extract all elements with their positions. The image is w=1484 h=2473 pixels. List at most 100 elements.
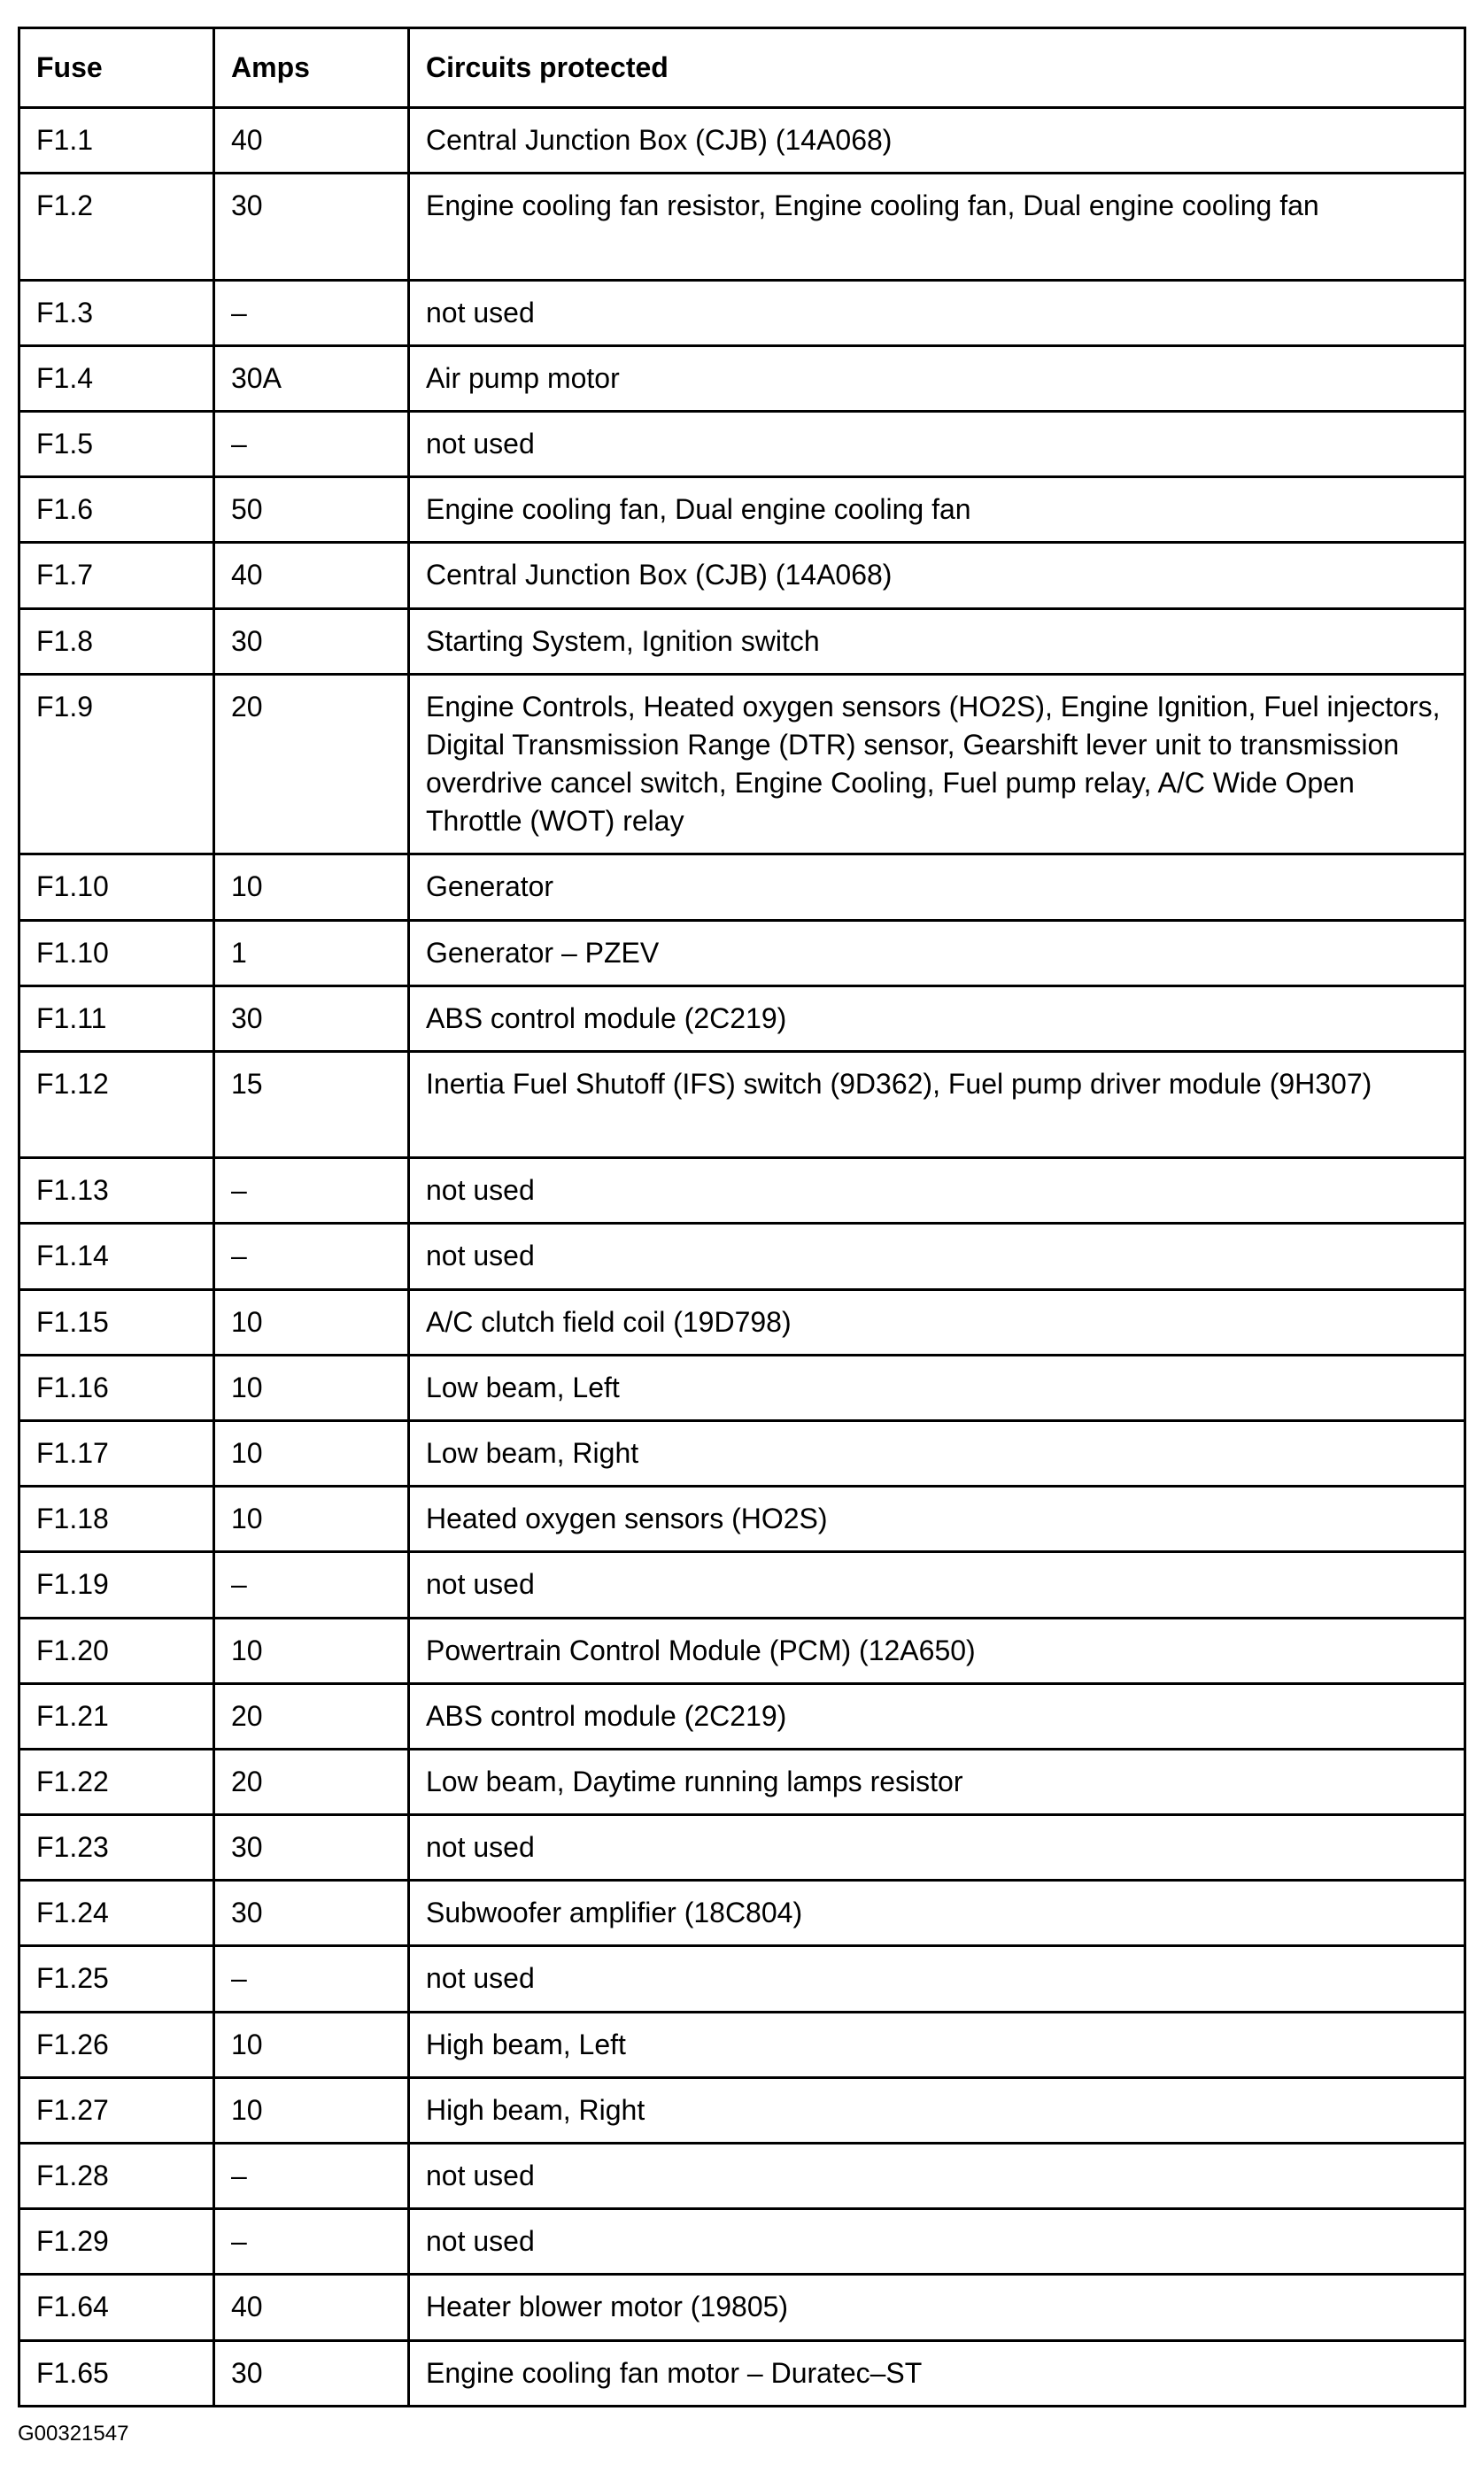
table-row: F1.101Generator – PZEV: [19, 920, 1465, 985]
cell-circuits: Inertia Fuel Shutoff (IFS) switch (9D362…: [409, 1052, 1465, 1158]
cell-amps: –: [214, 280, 409, 345]
table-row: F1.230Engine cooling fan resistor, Engin…: [19, 174, 1465, 280]
cell-amps: 1: [214, 920, 409, 985]
cell-fuse: F1.15: [19, 1289, 214, 1355]
table-row: F1.1810Heated oxygen sensors (HO2S): [19, 1487, 1465, 1552]
cell-amps: –: [214, 411, 409, 476]
table-row: F1.5–not used: [19, 411, 1465, 476]
cell-amps: 20: [214, 674, 409, 854]
cell-fuse: F1.21: [19, 1683, 214, 1749]
cell-fuse: F1.3: [19, 280, 214, 345]
cell-amps: 30: [214, 174, 409, 280]
cell-amps: –: [214, 1158, 409, 1224]
cell-amps: 40: [214, 2275, 409, 2340]
cell-circuits: Heated oxygen sensors (HO2S): [409, 1487, 1465, 1552]
cell-circuits: Engine cooling fan resistor, Engine cool…: [409, 174, 1465, 280]
table-row: F1.2120ABS control module (2C219): [19, 1683, 1465, 1749]
table-row: F1.13–not used: [19, 1158, 1465, 1224]
cell-circuits: not used: [409, 280, 1465, 345]
cell-fuse: F1.5: [19, 411, 214, 476]
cell-amps: –: [214, 2209, 409, 2275]
header-circuits: Circuits protected: [409, 28, 1465, 108]
cell-circuits: not used: [409, 1224, 1465, 1289]
cell-amps: 10: [214, 2077, 409, 2143]
fuse-table: Fuse Amps Circuits protected F1.140Centr…: [18, 27, 1466, 2407]
cell-circuits: Starting System, Ignition switch: [409, 608, 1465, 674]
cell-fuse: F1.26: [19, 2012, 214, 2077]
cell-circuits: not used: [409, 1552, 1465, 1618]
header-fuse: Fuse: [19, 28, 214, 108]
cell-fuse: F1.17: [19, 1420, 214, 1486]
cell-amps: –: [214, 1224, 409, 1289]
cell-amps: 50: [214, 477, 409, 543]
cell-amps: 15: [214, 1052, 409, 1158]
cell-circuits: not used: [409, 411, 1465, 476]
cell-fuse: F1.12: [19, 1052, 214, 1158]
cell-amps: –: [214, 1946, 409, 2012]
cell-fuse: F1.13: [19, 1158, 214, 1224]
cell-circuits: Engine cooling fan, Dual engine cooling …: [409, 477, 1465, 543]
table-row: F1.6530Engine cooling fan motor – Durate…: [19, 2340, 1465, 2406]
table-row: F1.740Central Junction Box (CJB) (14A068…: [19, 543, 1465, 608]
cell-amps: 30: [214, 2340, 409, 2406]
cell-fuse: F1.9: [19, 674, 214, 854]
cell-circuits: Low beam, Left: [409, 1355, 1465, 1420]
cell-fuse: F1.4: [19, 345, 214, 411]
cell-fuse: F1.16: [19, 1355, 214, 1420]
cell-fuse: F1.1: [19, 108, 214, 174]
cell-amps: 40: [214, 108, 409, 174]
table-row: F1.14–not used: [19, 1224, 1465, 1289]
table-row: F1.920Engine Controls, Heated oxygen sen…: [19, 674, 1465, 854]
cell-fuse: F1.20: [19, 1618, 214, 1683]
cell-circuits: not used: [409, 2209, 1465, 2275]
cell-amps: 30A: [214, 345, 409, 411]
cell-circuits: A/C clutch field coil (19D798): [409, 1289, 1465, 1355]
cell-fuse: F1.19: [19, 1552, 214, 1618]
cell-amps: 10: [214, 1618, 409, 1683]
table-row: F1.2010Powertrain Control Module (PCM) (…: [19, 1618, 1465, 1683]
cell-fuse: F1.24: [19, 1881, 214, 1946]
cell-fuse: F1.18: [19, 1487, 214, 1552]
cell-circuits: Engine Controls, Heated oxygen sensors (…: [409, 674, 1465, 854]
cell-circuits: Engine cooling fan motor – Duratec–ST: [409, 2340, 1465, 2406]
table-row: F1.650Engine cooling fan, Dual engine co…: [19, 477, 1465, 543]
cell-circuits: ABS control module (2C219): [409, 1683, 1465, 1749]
table-row: F1.1010Generator: [19, 854, 1465, 920]
cell-fuse: F1.23: [19, 1815, 214, 1881]
table-row: F1.140Central Junction Box (CJB) (14A068…: [19, 108, 1465, 174]
table-row: F1.1130ABS control module (2C219): [19, 985, 1465, 1051]
table-row: F1.3–not used: [19, 280, 1465, 345]
cell-amps: 20: [214, 1749, 409, 1814]
cell-fuse: F1.8: [19, 608, 214, 674]
cell-fuse: F1.7: [19, 543, 214, 608]
cell-fuse: F1.22: [19, 1749, 214, 1814]
table-row: F1.28–not used: [19, 2144, 1465, 2209]
cell-amps: –: [214, 2144, 409, 2209]
cell-circuits: not used: [409, 1158, 1465, 1224]
cell-fuse: F1.2: [19, 174, 214, 280]
cell-circuits: not used: [409, 1946, 1465, 2012]
cell-amps: 10: [214, 1420, 409, 1486]
cell-fuse: F1.28: [19, 2144, 214, 2209]
table-row: F1.1215Inertia Fuel Shutoff (IFS) switch…: [19, 1052, 1465, 1158]
cell-circuits: ABS control module (2C219): [409, 985, 1465, 1051]
cell-fuse: F1.65: [19, 2340, 214, 2406]
cell-circuits: High beam, Right: [409, 2077, 1465, 2143]
cell-circuits: not used: [409, 1815, 1465, 1881]
cell-circuits: High beam, Left: [409, 2012, 1465, 2077]
cell-circuits: Low beam, Right: [409, 1420, 1465, 1486]
table-row: F1.2430Subwoofer amplifier (18C804): [19, 1881, 1465, 1946]
cell-circuits: Low beam, Daytime running lamps resistor: [409, 1749, 1465, 1814]
cell-fuse: F1.6: [19, 477, 214, 543]
cell-amps: 30: [214, 985, 409, 1051]
cell-fuse: F1.29: [19, 2209, 214, 2275]
cell-circuits: Air pump motor: [409, 345, 1465, 411]
cell-amps: 10: [214, 2012, 409, 2077]
table-row: F1.29–not used: [19, 2209, 1465, 2275]
cell-amps: 40: [214, 543, 409, 608]
cell-fuse: F1.25: [19, 1946, 214, 2012]
cell-amps: 30: [214, 608, 409, 674]
table-row: F1.2710High beam, Right: [19, 2077, 1465, 2143]
table-row: F1.2220Low beam, Daytime running lamps r…: [19, 1749, 1465, 1814]
cell-amps: 30: [214, 1881, 409, 1946]
